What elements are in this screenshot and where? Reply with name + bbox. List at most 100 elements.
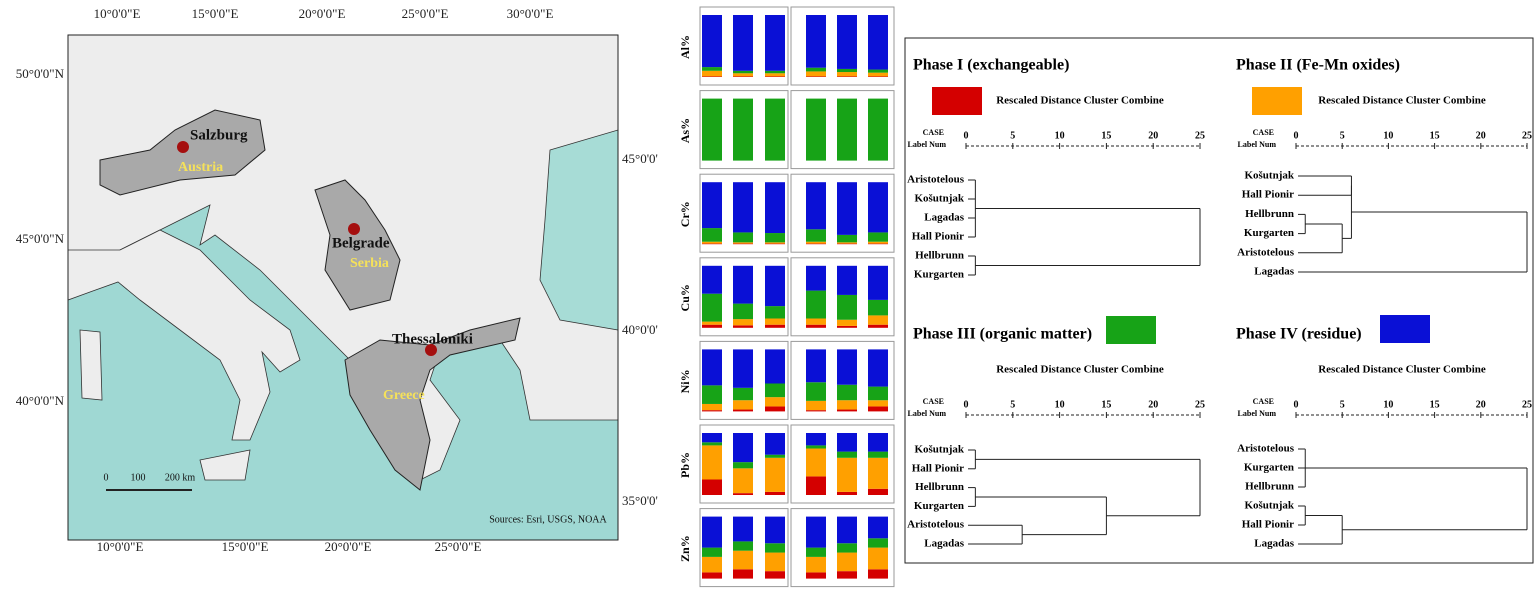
panel-title: Phase III (organic matter): [913, 326, 1092, 343]
leaf-label: Hellbrunn: [1245, 481, 1294, 493]
bar-segment: [868, 243, 888, 245]
bar-segment: [733, 541, 753, 551]
bar-segment: [806, 516, 826, 548]
bar-segment: [868, 516, 888, 539]
latitude-label: 35°0'0': [622, 493, 658, 508]
bar-segment: [765, 397, 785, 407]
x-tick-label: 25: [1522, 130, 1532, 141]
bar-segment: [868, 324, 888, 328]
bar-segment: [837, 325, 857, 328]
bar-segment: [733, 468, 753, 494]
city-label: Thessaloniki: [392, 331, 473, 347]
bar-segment: [702, 293, 722, 322]
panel-box: [790, 508, 895, 588]
bar-segment: [765, 349, 785, 384]
leaf-label: Hellbrunn: [1245, 208, 1294, 220]
bar-segment: [702, 70, 722, 77]
bar-segment: [837, 319, 857, 326]
legend-swatch: [932, 87, 982, 115]
num-label: Label Num: [908, 409, 947, 418]
bar-segment: [733, 243, 753, 245]
bar-segment: [702, 547, 722, 557]
leaf-label: Kurgarten: [1244, 462, 1294, 474]
panel-box: [699, 173, 789, 253]
num-label: Label Num: [1238, 140, 1277, 149]
black-sea: [539, 129, 619, 331]
bar-segment: [868, 400, 888, 407]
bar-segment: [733, 550, 753, 570]
bar-segment: [806, 572, 826, 579]
bar-segment: [837, 265, 857, 295]
x-tick-label: 10: [1055, 130, 1065, 141]
bar-segment: [765, 73, 785, 77]
bar-segment: [837, 234, 857, 243]
bar-segment: [765, 233, 785, 243]
bar-segment: [806, 324, 826, 328]
bar-segment: [702, 76, 722, 77]
bar-segment: [806, 67, 826, 72]
bar-segment: [837, 491, 857, 495]
bar-segment: [806, 556, 826, 573]
latitude-label: 40°0'0': [622, 322, 658, 337]
longitude-label: 30°0'0"E: [507, 6, 554, 21]
case-label: CASE: [1253, 397, 1274, 406]
bar-segment: [733, 303, 753, 320]
bar-segment: [733, 15, 753, 71]
bar-segment: [702, 67, 722, 71]
bar-segment: [806, 318, 826, 325]
bar-segment: [837, 457, 857, 492]
x-tick-label: 15: [1430, 399, 1440, 410]
bar-segment: [733, 325, 753, 328]
y-axis-label: Ni%: [678, 369, 692, 393]
y-axis-label: As%: [678, 118, 692, 143]
x-tick-label: 10: [1383, 130, 1393, 141]
bar-segment: [806, 290, 826, 319]
latitude-label: 45°0'0': [622, 151, 658, 166]
bar-segment: [868, 547, 888, 570]
longitude-label: 15°0'0"E: [222, 539, 269, 554]
bar-segment: [837, 182, 857, 235]
x-tick-label: 15: [1101, 130, 1111, 141]
bar-segment: [765, 552, 785, 572]
bar-segment: [765, 543, 785, 553]
bar-segment: [837, 516, 857, 544]
bar-segment: [765, 70, 785, 74]
bar-segment: [765, 182, 785, 234]
bar-segment: [765, 491, 785, 495]
longitude-label: 25°0'0"E: [435, 539, 482, 554]
leaf-label: Hall Pionir: [912, 231, 964, 243]
bar-segment: [765, 242, 785, 244]
bar-segment: [702, 442, 722, 446]
longitude-label: 25°0'0"E: [402, 6, 449, 21]
greece: [344, 317, 521, 491]
bar-segment: [733, 516, 753, 542]
bar-segment: [868, 457, 888, 489]
panel-box: [699, 6, 789, 86]
x-tick-label: 10: [1055, 399, 1065, 410]
bar-segment: [868, 265, 888, 300]
x-tick-label: 0: [1294, 130, 1299, 141]
bar-segment: [868, 488, 888, 495]
latitude-label: 50°0'0"N: [16, 66, 65, 81]
subtitle: Rescaled Distance Cluster Combine: [996, 95, 1164, 107]
scale-label: 200 km: [165, 472, 196, 483]
bar-segment: [837, 552, 857, 572]
bar-segment: [868, 232, 888, 242]
bar-segment: [868, 98, 888, 161]
x-tick-label: 0: [1294, 399, 1299, 410]
panel-box: [790, 340, 895, 420]
x-tick-label: 25: [1195, 130, 1205, 141]
bar-segment: [868, 349, 888, 387]
bar-segment: [702, 324, 722, 328]
y-axis-label: Cu%: [678, 284, 692, 311]
bar-segment: [733, 73, 753, 77]
bar-segment: [868, 406, 888, 412]
bar-segment: [868, 538, 888, 548]
leaf-label: Lagadas: [924, 538, 964, 550]
bar-segment: [765, 383, 785, 398]
x-tick-label: 20: [1476, 399, 1486, 410]
bar-segment: [765, 243, 785, 245]
panel-box: [790, 90, 895, 170]
